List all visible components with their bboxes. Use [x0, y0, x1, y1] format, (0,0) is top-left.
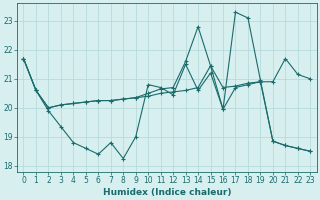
X-axis label: Humidex (Indice chaleur): Humidex (Indice chaleur)	[103, 188, 231, 197]
